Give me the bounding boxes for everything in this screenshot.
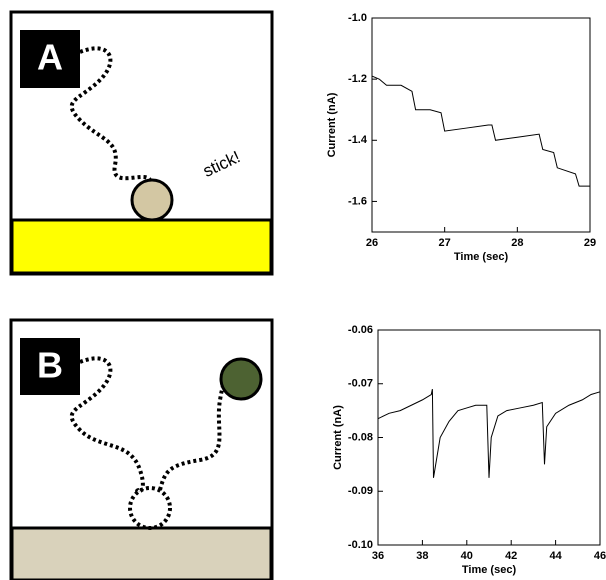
ghost-particle	[128, 486, 172, 530]
y-tick-label: -0.07	[348, 378, 373, 390]
label-box	[20, 338, 80, 395]
panel-label: A	[37, 37, 63, 78]
surface	[10, 526, 273, 580]
x-tick-label: 27	[439, 237, 451, 249]
x-axis-label: Time (sec)	[462, 564, 517, 576]
x-tick-label: 36	[372, 550, 384, 562]
y-axis-label: Current (nA)	[326, 92, 338, 157]
data-line	[377, 389, 601, 478]
x-tick-label: 29	[584, 237, 596, 249]
x-tick-label: 42	[505, 550, 517, 562]
surface	[10, 218, 273, 275]
tether	[69, 46, 152, 182]
y-tick-label: -0.06	[348, 324, 373, 336]
x-tick-label: 40	[461, 550, 473, 562]
x-tick-label: 46	[594, 550, 606, 562]
y-tick-label: -0.09	[348, 485, 373, 497]
label-box	[20, 30, 80, 88]
y-tick-label: -0.08	[348, 431, 373, 443]
y-tick-label: -0.10	[348, 539, 373, 551]
y-tick-label: -1.2	[348, 73, 367, 85]
particle	[219, 357, 263, 401]
x-axis-label: Time (sec)	[454, 251, 509, 263]
x-tick-label: 26	[366, 237, 378, 249]
y-tick-label: -1.0	[348, 12, 367, 24]
tether	[158, 382, 227, 491]
panel-label: B	[37, 345, 63, 386]
y-tick-label: -1.6	[348, 195, 367, 207]
plot-frame	[377, 329, 601, 546]
data-line	[371, 75, 590, 187]
tether	[69, 356, 145, 494]
x-tick-label: 28	[511, 237, 523, 249]
x-tick-label: 44	[549, 550, 562, 562]
particle	[130, 178, 174, 222]
plot-frame	[371, 17, 591, 233]
y-tick-label: -1.4	[348, 134, 368, 146]
x-tick-label: 38	[416, 550, 428, 562]
y-axis-label: Current (nA)	[332, 405, 344, 470]
